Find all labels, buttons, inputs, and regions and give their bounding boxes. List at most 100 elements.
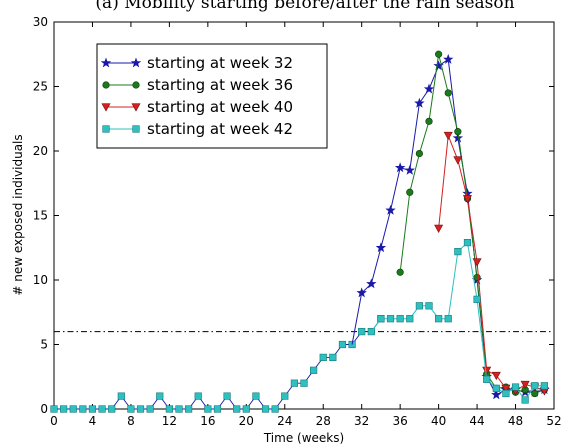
x-tick-label: 8 (127, 414, 135, 428)
legend-label-4: starting at week 42 (147, 120, 293, 138)
y-tick-label: 25 (33, 80, 48, 94)
series-point-4 (406, 315, 414, 323)
series-point-3 (453, 156, 463, 165)
baseline-point (88, 405, 97, 413)
baseline-point (204, 405, 212, 413)
baseline-point (136, 405, 145, 413)
series-point-3 (462, 195, 472, 204)
baseline-point (319, 353, 327, 362)
x-tick-label: 4 (89, 414, 97, 428)
series-point-1 (491, 389, 502, 400)
x-tick-label: 24 (277, 414, 292, 428)
series-group (50, 50, 550, 413)
series-point-1 (414, 97, 425, 108)
x-tick-label: 12 (162, 414, 177, 428)
series-point-1 (423, 83, 435, 94)
x-tick-label: 40 (431, 414, 446, 428)
series-point-4 (531, 382, 539, 390)
series-point-3 (482, 366, 492, 375)
series-point-3 (472, 258, 482, 267)
series-point-4 (386, 315, 395, 323)
series-point-2 (435, 50, 443, 58)
baseline-point (60, 405, 68, 413)
baseline-point (281, 392, 289, 400)
series-point-3 (443, 131, 453, 141)
series-point-3 (434, 224, 444, 234)
series-point-1 (375, 242, 387, 253)
legend-label-2: starting at week 36 (147, 76, 293, 94)
series-point-4 (483, 375, 491, 383)
chart-title: (a) Mobility starting before/after the r… (95, 0, 514, 13)
x-tick-label: 20 (239, 414, 254, 428)
series-point-4 (444, 315, 452, 323)
y-tick-label: 20 (33, 144, 48, 158)
series-point-3 (520, 380, 530, 390)
series-point-1 (452, 132, 464, 143)
series-point-4 (473, 295, 481, 303)
series-point-2 (415, 149, 423, 158)
series-point-4 (454, 248, 462, 256)
legend-marker-2 (132, 81, 140, 89)
baseline-point (175, 405, 183, 413)
y-tick-label: 15 (33, 209, 48, 223)
baseline-point (165, 405, 173, 413)
series-point-4 (521, 396, 529, 404)
legend: starting at week 32 starting at week 36 st… (96, 43, 328, 149)
x-tick-label: 52 (546, 414, 561, 428)
series-point-2 (396, 268, 404, 276)
legend-label-1: starting at week 32 (147, 54, 293, 72)
baseline-point (108, 405, 116, 413)
x-axis-label: Time (weeks) (263, 431, 344, 445)
series-point-1 (433, 60, 444, 71)
baseline-point (310, 366, 318, 374)
baseline-point (358, 327, 366, 336)
series-point-2 (454, 128, 462, 136)
series-point-4 (540, 382, 548, 390)
baseline-point (367, 327, 375, 336)
series-point-4 (415, 302, 423, 310)
baseline-point (69, 405, 77, 413)
baseline-point (252, 392, 260, 400)
legend-marker-4 (102, 125, 110, 133)
y-axis-label: # new exposed individuals (11, 134, 25, 295)
series-point-4 (463, 238, 472, 247)
x-tick-label: 28 (316, 414, 331, 428)
baseline-point (117, 392, 125, 400)
y-tick-label: 5 (40, 338, 48, 352)
baseline-point (290, 379, 298, 387)
baseline-point (185, 405, 193, 413)
legend-marker-4 (132, 125, 140, 133)
y-tick-label: 10 (33, 273, 48, 287)
series-point-1 (394, 162, 406, 173)
series-point-1 (356, 287, 367, 298)
baseline-point (261, 405, 270, 413)
legend-marker-2 (102, 81, 110, 89)
series-point-4 (425, 302, 433, 310)
baseline-point (194, 392, 202, 400)
legend-marker-1 (130, 57, 142, 68)
x-tick-label: 0 (50, 414, 58, 428)
y-tick-label: 0 (40, 402, 48, 416)
baseline-point (146, 405, 154, 413)
series-point-1 (385, 204, 396, 215)
series-point-4 (435, 315, 443, 323)
baseline-point (271, 405, 279, 413)
series-point-3 (491, 371, 501, 381)
series-point-4 (396, 315, 404, 323)
baseline-point (242, 405, 250, 413)
legend-label-3: starting at week 40 (147, 98, 293, 116)
baseline-point (98, 405, 106, 413)
series-point-2 (444, 89, 452, 97)
series-point-1 (366, 278, 377, 289)
baseline-point (156, 392, 164, 400)
series-point-4 (511, 383, 520, 391)
series-point-1 (443, 53, 454, 64)
x-tick-label: 44 (469, 414, 484, 428)
baseline-point (233, 405, 241, 413)
baseline-point (329, 353, 337, 362)
series-line-2 (399, 54, 545, 395)
x-tick-label: 48 (508, 414, 523, 428)
legend-marker-1 (100, 57, 112, 68)
